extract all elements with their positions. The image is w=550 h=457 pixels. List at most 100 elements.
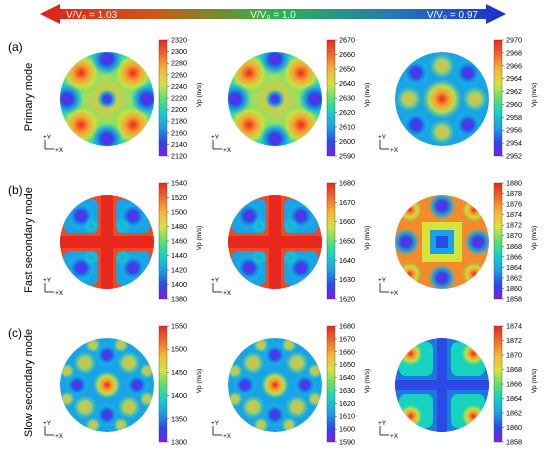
panel-rows: (a)Primary mode+Y+X232023002280226022402… — [8, 36, 538, 447]
axis-indicator: +Y+X — [43, 420, 64, 440]
axis-label-y: +Y — [378, 277, 387, 284]
colorbar-tick-label: 1650 — [339, 360, 355, 369]
colorbar-scale — [158, 39, 168, 157]
colorbar-tick-label: 2610 — [339, 123, 355, 132]
velocity-disc — [228, 195, 322, 289]
panel-row: (b) Fast secondary mode +Y+X15401520150014… — [8, 179, 538, 304]
colorbar-tick-label: 2954 — [506, 139, 522, 148]
colorbar-tick-label: 1680 — [339, 179, 355, 188]
axis-label-y: +Y — [378, 134, 387, 141]
colorbar-tick-label: 1860 — [506, 284, 522, 293]
colorbar-tick-label: 1380 — [171, 295, 187, 304]
colorbar-tick-label: 1520 — [171, 193, 187, 202]
mode-label: Primary mode — [23, 63, 35, 131]
colorbar: 1540 1520 1500 1480 1460 1440 1420 1400 1380 Vp (… — [158, 179, 203, 304]
colorbar-tick-label: 2620 — [339, 108, 355, 117]
colorbar-tick-label: 1660 — [339, 347, 355, 356]
colorbar-tick-label: 1858 — [506, 438, 522, 447]
velocity-disc — [395, 338, 489, 432]
colorbar-tick-label: 1480 — [171, 222, 187, 231]
colorbar-tick-label: 2962 — [506, 87, 522, 96]
colorbar-scale — [158, 325, 168, 443]
axis-label-x: +X — [223, 147, 232, 154]
colorbar-tick-label: 1866 — [506, 252, 522, 261]
colorbar-tick-label: 2952 — [506, 152, 522, 161]
colorbar-scale — [493, 182, 503, 300]
colorbar: 2320 2300 2280 2260 2240 2220 2200 2180 2160 2140… — [158, 36, 203, 161]
colorbar: 1874 1872 1870 1868 1866 1864 1862 1860 1858 Vp (… — [493, 322, 538, 447]
axis-indicator: +Y+X — [43, 134, 64, 154]
colorbar-tick-label: 2966 — [506, 61, 522, 70]
colorbar-unit-label: Vp (m/s) — [364, 83, 371, 108]
axis-label-y: +Y — [43, 277, 52, 284]
velocity-map: +Y+X 1680 1670 1660 1650 1640 1630 1620 Vp (m/s) — [211, 179, 371, 304]
panel-letter: (c) — [8, 326, 22, 340]
colorbar-tick-label: 2590 — [339, 152, 355, 161]
axis-label-x: +X — [390, 433, 399, 440]
colorbar-tick-label: 1640 — [339, 373, 355, 382]
colorbar-tick-label: 2300 — [171, 47, 187, 56]
colorbar-tick-label: 1590 — [339, 438, 355, 447]
colorbar: 1680 1670 1660 1650 1640 1630 1620 Vp (m/s) — [326, 179, 371, 304]
colorbar-tick-label: 1620 — [339, 295, 355, 304]
colorbar-tick-label: 2160 — [171, 128, 187, 137]
axis-label-x: +X — [390, 147, 399, 154]
axis-label-y: +Y — [378, 420, 387, 427]
colorbar-tick-label: 2968 — [506, 48, 522, 57]
colorbar-tick-label: 1600 — [339, 425, 355, 434]
velocity-map: +Y+X 1540 1520 1500 1480 1460 1440 1420 1400 1380… — [43, 179, 203, 304]
velocity-map: +Y+X 2970 2968 2966 2964 2962 2960 2958 2956 2954… — [378, 36, 538, 161]
colorbar-tick-label: 1858 — [506, 295, 522, 304]
axis-indicator: +Y+X — [211, 134, 232, 154]
axis-indicator: +Y+X — [378, 134, 399, 154]
colorbar-tick-label: 2958 — [506, 113, 522, 122]
axis-indicator: +Y+X — [378, 420, 399, 440]
velocity-disc — [60, 195, 154, 289]
colorbar-tick-label: 2964 — [506, 74, 522, 83]
axis-label-y: +Y — [211, 134, 220, 141]
colorbar-tick-label: 1620 — [339, 399, 355, 408]
colorbar-tick-label: 1670 — [339, 198, 355, 207]
colorbar-tick-label: 2650 — [339, 65, 355, 74]
colorbar-unit-label: Vp (m/s) — [196, 369, 203, 394]
colorbar-tick-label: 1650 — [339, 237, 355, 246]
panel-letter: (a) — [8, 40, 23, 54]
colorbar-tick-label: 1610 — [339, 412, 355, 421]
colorbar-tick-label: 1630 — [339, 386, 355, 395]
colorbar-tick-label: 2200 — [171, 105, 187, 114]
colorbar-tick-label: 1864 — [506, 263, 522, 272]
velocity-disc — [60, 338, 154, 432]
colorbar-tick-label: 1450 — [171, 368, 187, 377]
colorbar-unit-label: Vp (m/s) — [364, 226, 371, 251]
axis-label-x: +X — [223, 433, 232, 440]
velocity-right-label: V/V₀ = 0.97 — [427, 10, 479, 21]
colorbar-scale — [158, 182, 168, 300]
colorbar-tick-label: 1540 — [171, 179, 187, 188]
colorbar: 2670 2660 2650 2640 2630 2620 2610 2600 2590 Vp (… — [326, 36, 371, 161]
colorbar-tick-label: 1300 — [171, 438, 187, 447]
axis-label-x: +X — [55, 147, 64, 154]
colorbar: 1680 1670 1660 1650 1640 1630 1620 1610 1600 1590… — [326, 322, 371, 447]
colorbar-tick-label: 2260 — [171, 70, 187, 79]
colorbar-tick-label: 1876 — [506, 200, 522, 209]
colorbar-tick-label: 2240 — [171, 82, 187, 91]
colorbar-scale — [326, 325, 336, 443]
velocity-left-label: V/V₀ = 1.03 — [66, 10, 118, 21]
axis-indicator: +Y+X — [211, 277, 232, 297]
colorbar-unit-label: Vp (m/s) — [196, 83, 203, 108]
colorbar-tick-label: 2670 — [339, 36, 355, 45]
colorbar-tick-label: 1550 — [171, 322, 187, 331]
colorbar-unit-label: Vp (m/s) — [531, 226, 538, 251]
colorbar-unit-label: Vp (m/s) — [531, 369, 538, 394]
colorbar-tick-label: 2956 — [506, 126, 522, 135]
colorbar-tick-label: 2120 — [171, 152, 187, 161]
panel-row: (a)Primary mode+Y+X232023002280226022402… — [8, 36, 538, 161]
axis-label-x: +X — [55, 290, 64, 297]
colorbar-tick-label: 1862 — [506, 409, 522, 418]
colorbar-tick-label: 2280 — [171, 59, 187, 68]
colorbar-tick-label: 1640 — [339, 256, 355, 265]
velocity-map: +Y+X 1550 1500 1450 1400 1350 1300 Vp (m/s) — [43, 322, 203, 447]
velocity-disc — [395, 195, 489, 289]
colorbar-scale — [326, 39, 336, 157]
